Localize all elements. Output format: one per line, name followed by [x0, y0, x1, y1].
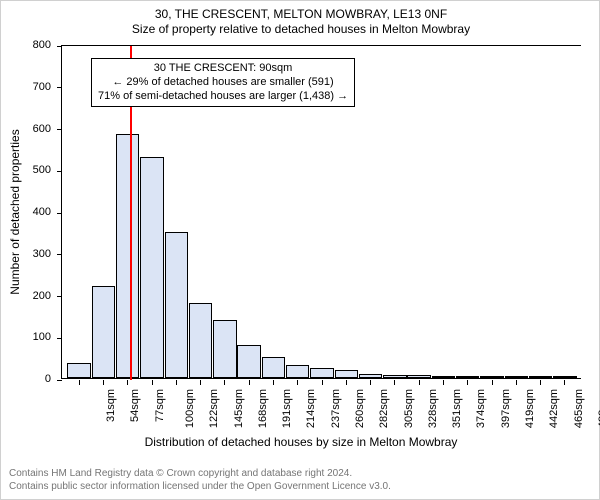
- ytick-mark: [57, 129, 62, 130]
- histogram-bar: [456, 376, 480, 378]
- xtick-mark: [516, 380, 517, 385]
- ytick-label: 500: [21, 164, 51, 176]
- xtick-label: 214sqm: [306, 389, 318, 428]
- xtick-mark: [467, 380, 468, 385]
- annotation-line: 71% of semi-detached houses are larger (…: [98, 90, 348, 104]
- xtick-mark: [200, 380, 201, 385]
- histogram-bar: [92, 286, 116, 378]
- xtick-mark: [540, 380, 541, 385]
- ytick-label: 800: [21, 39, 51, 51]
- titles: 30, THE CRESCENT, MELTON MOWBRAY, LE13 0…: [1, 7, 600, 37]
- xtick-mark: [492, 380, 493, 385]
- ytick-label: 200: [21, 290, 51, 302]
- histogram-bar: [310, 368, 334, 378]
- xtick-mark: [297, 380, 298, 385]
- histogram-bar: [165, 232, 189, 378]
- xtick-mark: [370, 380, 371, 385]
- xtick-mark: [249, 380, 250, 385]
- xtick-mark: [103, 380, 104, 385]
- histogram-bar: [407, 375, 431, 378]
- xtick-label: 122sqm: [208, 389, 220, 428]
- histogram-bar: [213, 320, 237, 378]
- xtick-mark: [224, 380, 225, 385]
- histogram-bar: [359, 374, 383, 378]
- ytick-label: 400: [21, 206, 51, 218]
- ytick-mark: [57, 213, 62, 214]
- figure: 30, THE CRESCENT, MELTON MOWBRAY, LE13 0…: [0, 0, 600, 500]
- annotation-box: 30 THE CRESCENT: 90sqm← 29% of detached …: [91, 58, 355, 107]
- histogram-bar: [432, 376, 456, 378]
- histogram-bar: [505, 376, 529, 378]
- ytick-mark: [57, 254, 62, 255]
- xtick-label: 351sqm: [451, 389, 463, 428]
- xtick-mark: [394, 380, 395, 385]
- histogram-bar: [237, 345, 261, 378]
- footer-attribution: Contains HM Land Registry data © Crown c…: [9, 468, 391, 493]
- ytick-label: 0: [21, 373, 51, 385]
- annotation-line: ← 29% of detached houses are smaller (59…: [98, 76, 348, 90]
- histogram-bar: [335, 370, 359, 378]
- footer-line: Contains HM Land Registry data © Crown c…: [9, 468, 391, 481]
- xtick-mark: [419, 380, 420, 385]
- xtick-label: 419sqm: [524, 389, 536, 428]
- xtick-label: 54sqm: [129, 389, 141, 422]
- ytick-mark: [57, 338, 62, 339]
- ytick-mark: [57, 87, 62, 88]
- ytick-mark: [57, 296, 62, 297]
- xtick-label: 397sqm: [500, 389, 512, 428]
- histogram-bar: [480, 376, 504, 378]
- ytick-mark: [57, 46, 62, 47]
- xtick-label: 31sqm: [105, 389, 117, 422]
- ytick-label: 700: [21, 81, 51, 93]
- xtick-label: 328sqm: [427, 389, 439, 428]
- xtick-label: 168sqm: [257, 389, 269, 428]
- histogram-bar: [286, 365, 310, 378]
- ytick-label: 100: [21, 331, 51, 343]
- histogram-bar: [262, 357, 286, 378]
- ytick-mark: [57, 171, 62, 172]
- xtick-mark: [564, 380, 565, 385]
- xtick-mark: [273, 380, 274, 385]
- ytick-mark: [57, 380, 62, 381]
- histogram-bar: [140, 157, 164, 378]
- histogram-bar: [529, 376, 553, 378]
- chart-title-main: 30, THE CRESCENT, MELTON MOWBRAY, LE13 0…: [1, 7, 600, 21]
- xtick-mark: [176, 380, 177, 385]
- xtick-label: 237sqm: [330, 389, 342, 428]
- ytick-label: 600: [21, 123, 51, 135]
- xtick-label: 260sqm: [354, 389, 366, 428]
- xtick-label: 282sqm: [378, 389, 390, 428]
- xtick-mark: [152, 380, 153, 385]
- footer-line: Contains public sector information licen…: [9, 481, 391, 494]
- y-axis-label: Number of detached properties: [8, 129, 22, 294]
- x-axis-label: Distribution of detached houses by size …: [1, 435, 600, 449]
- xtick-mark: [127, 380, 128, 385]
- xtick-label: 374sqm: [476, 389, 488, 428]
- xtick-mark: [346, 380, 347, 385]
- annotation-line: 30 THE CRESCENT: 90sqm: [98, 62, 348, 76]
- xtick-label: 305sqm: [403, 389, 415, 428]
- xtick-mark: [443, 380, 444, 385]
- histogram-bar: [116, 134, 140, 378]
- histogram-bar: [553, 376, 577, 378]
- xtick-label: 465sqm: [573, 389, 585, 428]
- xtick-label: 145sqm: [233, 389, 245, 428]
- histogram-bar: [67, 363, 91, 378]
- xtick-label: 77sqm: [154, 389, 166, 422]
- histogram-bar: [383, 375, 407, 378]
- ytick-label: 300: [21, 248, 51, 260]
- xtick-label: 442sqm: [548, 389, 560, 428]
- chart-title-sub: Size of property relative to detached ho…: [1, 22, 600, 36]
- xtick-mark: [322, 380, 323, 385]
- xtick-label: 191sqm: [281, 389, 293, 428]
- xtick-mark: [79, 380, 80, 385]
- histogram-bar: [189, 303, 213, 378]
- xtick-label: 100sqm: [184, 389, 196, 428]
